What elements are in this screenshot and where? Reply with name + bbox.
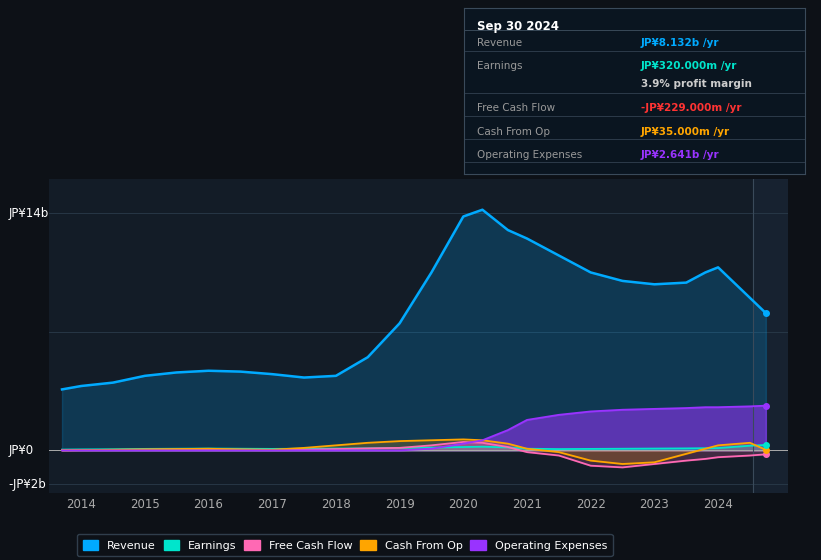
Bar	[753, 179, 788, 493]
Text: Free Cash Flow: Free Cash Flow	[478, 102, 556, 113]
Text: JP¥2.641b /yr: JP¥2.641b /yr	[641, 151, 720, 161]
Text: Earnings: Earnings	[478, 61, 523, 71]
Text: 3.9% profit margin: 3.9% profit margin	[641, 80, 752, 90]
Text: JP¥0: JP¥0	[8, 444, 34, 457]
Text: Cash From Op: Cash From Op	[478, 127, 551, 137]
Text: -JP¥2b: -JP¥2b	[8, 478, 46, 491]
Text: -JP¥229.000m /yr: -JP¥229.000m /yr	[641, 102, 741, 113]
Text: Sep 30 2024: Sep 30 2024	[478, 20, 559, 33]
Text: JP¥8.132b /yr: JP¥8.132b /yr	[641, 38, 719, 48]
Text: Revenue: Revenue	[478, 38, 523, 48]
Text: Operating Expenses: Operating Expenses	[478, 151, 583, 161]
Legend: Revenue, Earnings, Free Cash Flow, Cash From Op, Operating Expenses: Revenue, Earnings, Free Cash Flow, Cash …	[77, 534, 612, 556]
Text: JP¥320.000m /yr: JP¥320.000m /yr	[641, 61, 737, 71]
Text: JP¥14b: JP¥14b	[8, 207, 48, 220]
Text: JP¥35.000m /yr: JP¥35.000m /yr	[641, 127, 730, 137]
